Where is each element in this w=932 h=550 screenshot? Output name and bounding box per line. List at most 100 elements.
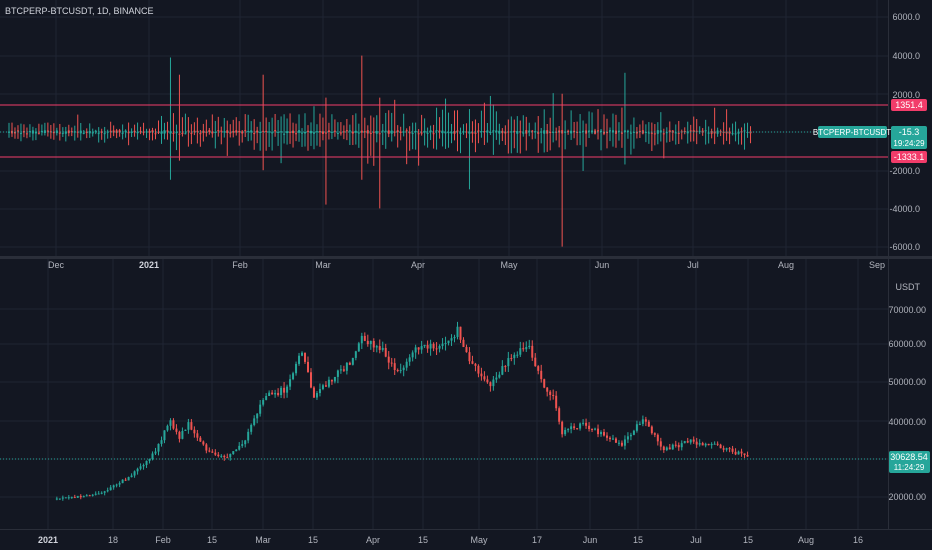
candle-body	[701, 443, 704, 446]
candle-body	[292, 373, 295, 380]
last-price: 30628.54	[890, 452, 928, 462]
candle-body	[214, 452, 217, 455]
spread-bar-body	[471, 132, 474, 134]
spread-bar-body	[127, 132, 130, 134]
spread-bar-body	[130, 131, 133, 134]
spread-bar-body	[142, 131, 145, 133]
spread-bar-body	[489, 132, 492, 134]
spread-bar-body	[731, 133, 734, 135]
spread-bar-body	[58, 132, 61, 134]
spread-bar-body	[552, 131, 555, 133]
candle-body	[465, 347, 468, 353]
spread-bar-body	[411, 133, 414, 135]
pane-separator[interactable]	[0, 256, 932, 259]
spread-bar-body	[558, 130, 561, 133]
spread-bar-body	[223, 131, 226, 133]
spread-bar-body	[118, 130, 121, 133]
spread-bar-body	[309, 130, 312, 134]
spread-bar-body	[19, 133, 22, 135]
spread-bar-body	[208, 130, 211, 132]
spread-bar-body	[585, 130, 588, 134]
symbol-tag-bg	[818, 126, 887, 138]
candle-body	[426, 344, 429, 349]
candle-body	[157, 443, 160, 452]
candle-body	[462, 339, 465, 348]
candle-body	[438, 345, 441, 349]
candle-body	[534, 357, 537, 367]
spread-bar-body	[10, 130, 13, 134]
bottom-x-tick: 15	[207, 535, 217, 545]
top-x-tick: Aug	[778, 260, 794, 270]
top-price-scale[interactable]: 6000.0 4000.0 2000.0 -2000.0 -4000.0 -60…	[889, 12, 920, 252]
spread-bar-body	[259, 131, 262, 133]
candle-body	[298, 355, 301, 364]
top-last-value-bg	[891, 126, 927, 149]
spread-bar-body	[283, 133, 286, 135]
candle-body	[336, 370, 339, 377]
top-x-tick: Feb	[232, 260, 248, 270]
candle-body	[187, 422, 190, 430]
candle-body	[277, 392, 280, 396]
spread-bar-body	[623, 130, 626, 133]
candle-body	[369, 340, 372, 345]
spread-bar-body	[659, 130, 662, 133]
spread-bar-body	[253, 133, 256, 135]
spread-bar-body	[626, 130, 629, 132]
spread-bar-body	[567, 130, 570, 132]
spread-bar-body	[70, 131, 73, 133]
spread-bar-body	[312, 132, 315, 134]
spread-bar-body	[336, 133, 339, 135]
candle-body	[121, 479, 124, 484]
candle-body	[348, 362, 351, 365]
candle-body	[301, 352, 304, 356]
spread-bar-body	[327, 130, 330, 132]
candle-body	[683, 441, 686, 444]
last-price-bg	[889, 451, 930, 473]
top-time-scale[interactable]: Dec 2021 Feb Mar Apr May Jun Jul Aug Sep	[48, 260, 885, 270]
bottom-x-tick: 17	[532, 535, 542, 545]
candle-body	[546, 387, 549, 392]
bottom-time-scale[interactable]: 2021 18 Feb 15 Mar 15 Apr 15 May 17 Jun …	[38, 535, 863, 545]
candle-body	[390, 362, 393, 364]
candle-body	[217, 454, 220, 457]
candle-body	[148, 459, 151, 461]
candle-body	[151, 453, 154, 460]
candle-body	[342, 369, 345, 371]
spread-bar-body	[280, 131, 283, 133]
candle-body	[441, 343, 444, 346]
symbol-tag: BTCPERP-BTCUSDT	[813, 128, 891, 137]
candle-body	[555, 395, 558, 409]
candle-body	[88, 495, 91, 497]
candle-body	[528, 345, 531, 348]
candle-body	[208, 450, 211, 452]
spread-bar-body	[608, 130, 611, 132]
candle-body	[79, 495, 82, 498]
candle-body	[617, 442, 620, 444]
candle-body	[61, 497, 64, 499]
candle-body	[671, 444, 674, 450]
bottom-price-scale[interactable]: USDT 70000.00 60000.00 50000.00 40000.00…	[888, 282, 926, 502]
top-y-tick: 6000.0	[892, 12, 920, 22]
spread-bar-body	[160, 131, 163, 134]
spread-bar-body	[286, 131, 289, 134]
candle-body	[112, 485, 115, 488]
spread-bar-body	[414, 131, 417, 133]
candle-body	[435, 348, 438, 350]
candle-body	[429, 343, 432, 349]
candle-body	[737, 451, 740, 455]
spread-bar-body	[49, 131, 52, 133]
candle-body	[393, 363, 396, 370]
spread-bar-body	[175, 132, 178, 134]
candle-body	[372, 340, 375, 348]
candle-body	[695, 441, 698, 445]
candle-body	[256, 413, 259, 419]
bottom-x-tick: Jul	[690, 535, 702, 545]
spread-bar-body	[250, 130, 253, 133]
spread-bar-body	[342, 131, 345, 133]
candle-body	[665, 447, 668, 451]
spread-bar-body	[139, 131, 142, 133]
spread-bar-body	[737, 131, 740, 134]
candle-body	[629, 434, 632, 437]
bottom-countdown: 11:24:29	[894, 463, 925, 472]
